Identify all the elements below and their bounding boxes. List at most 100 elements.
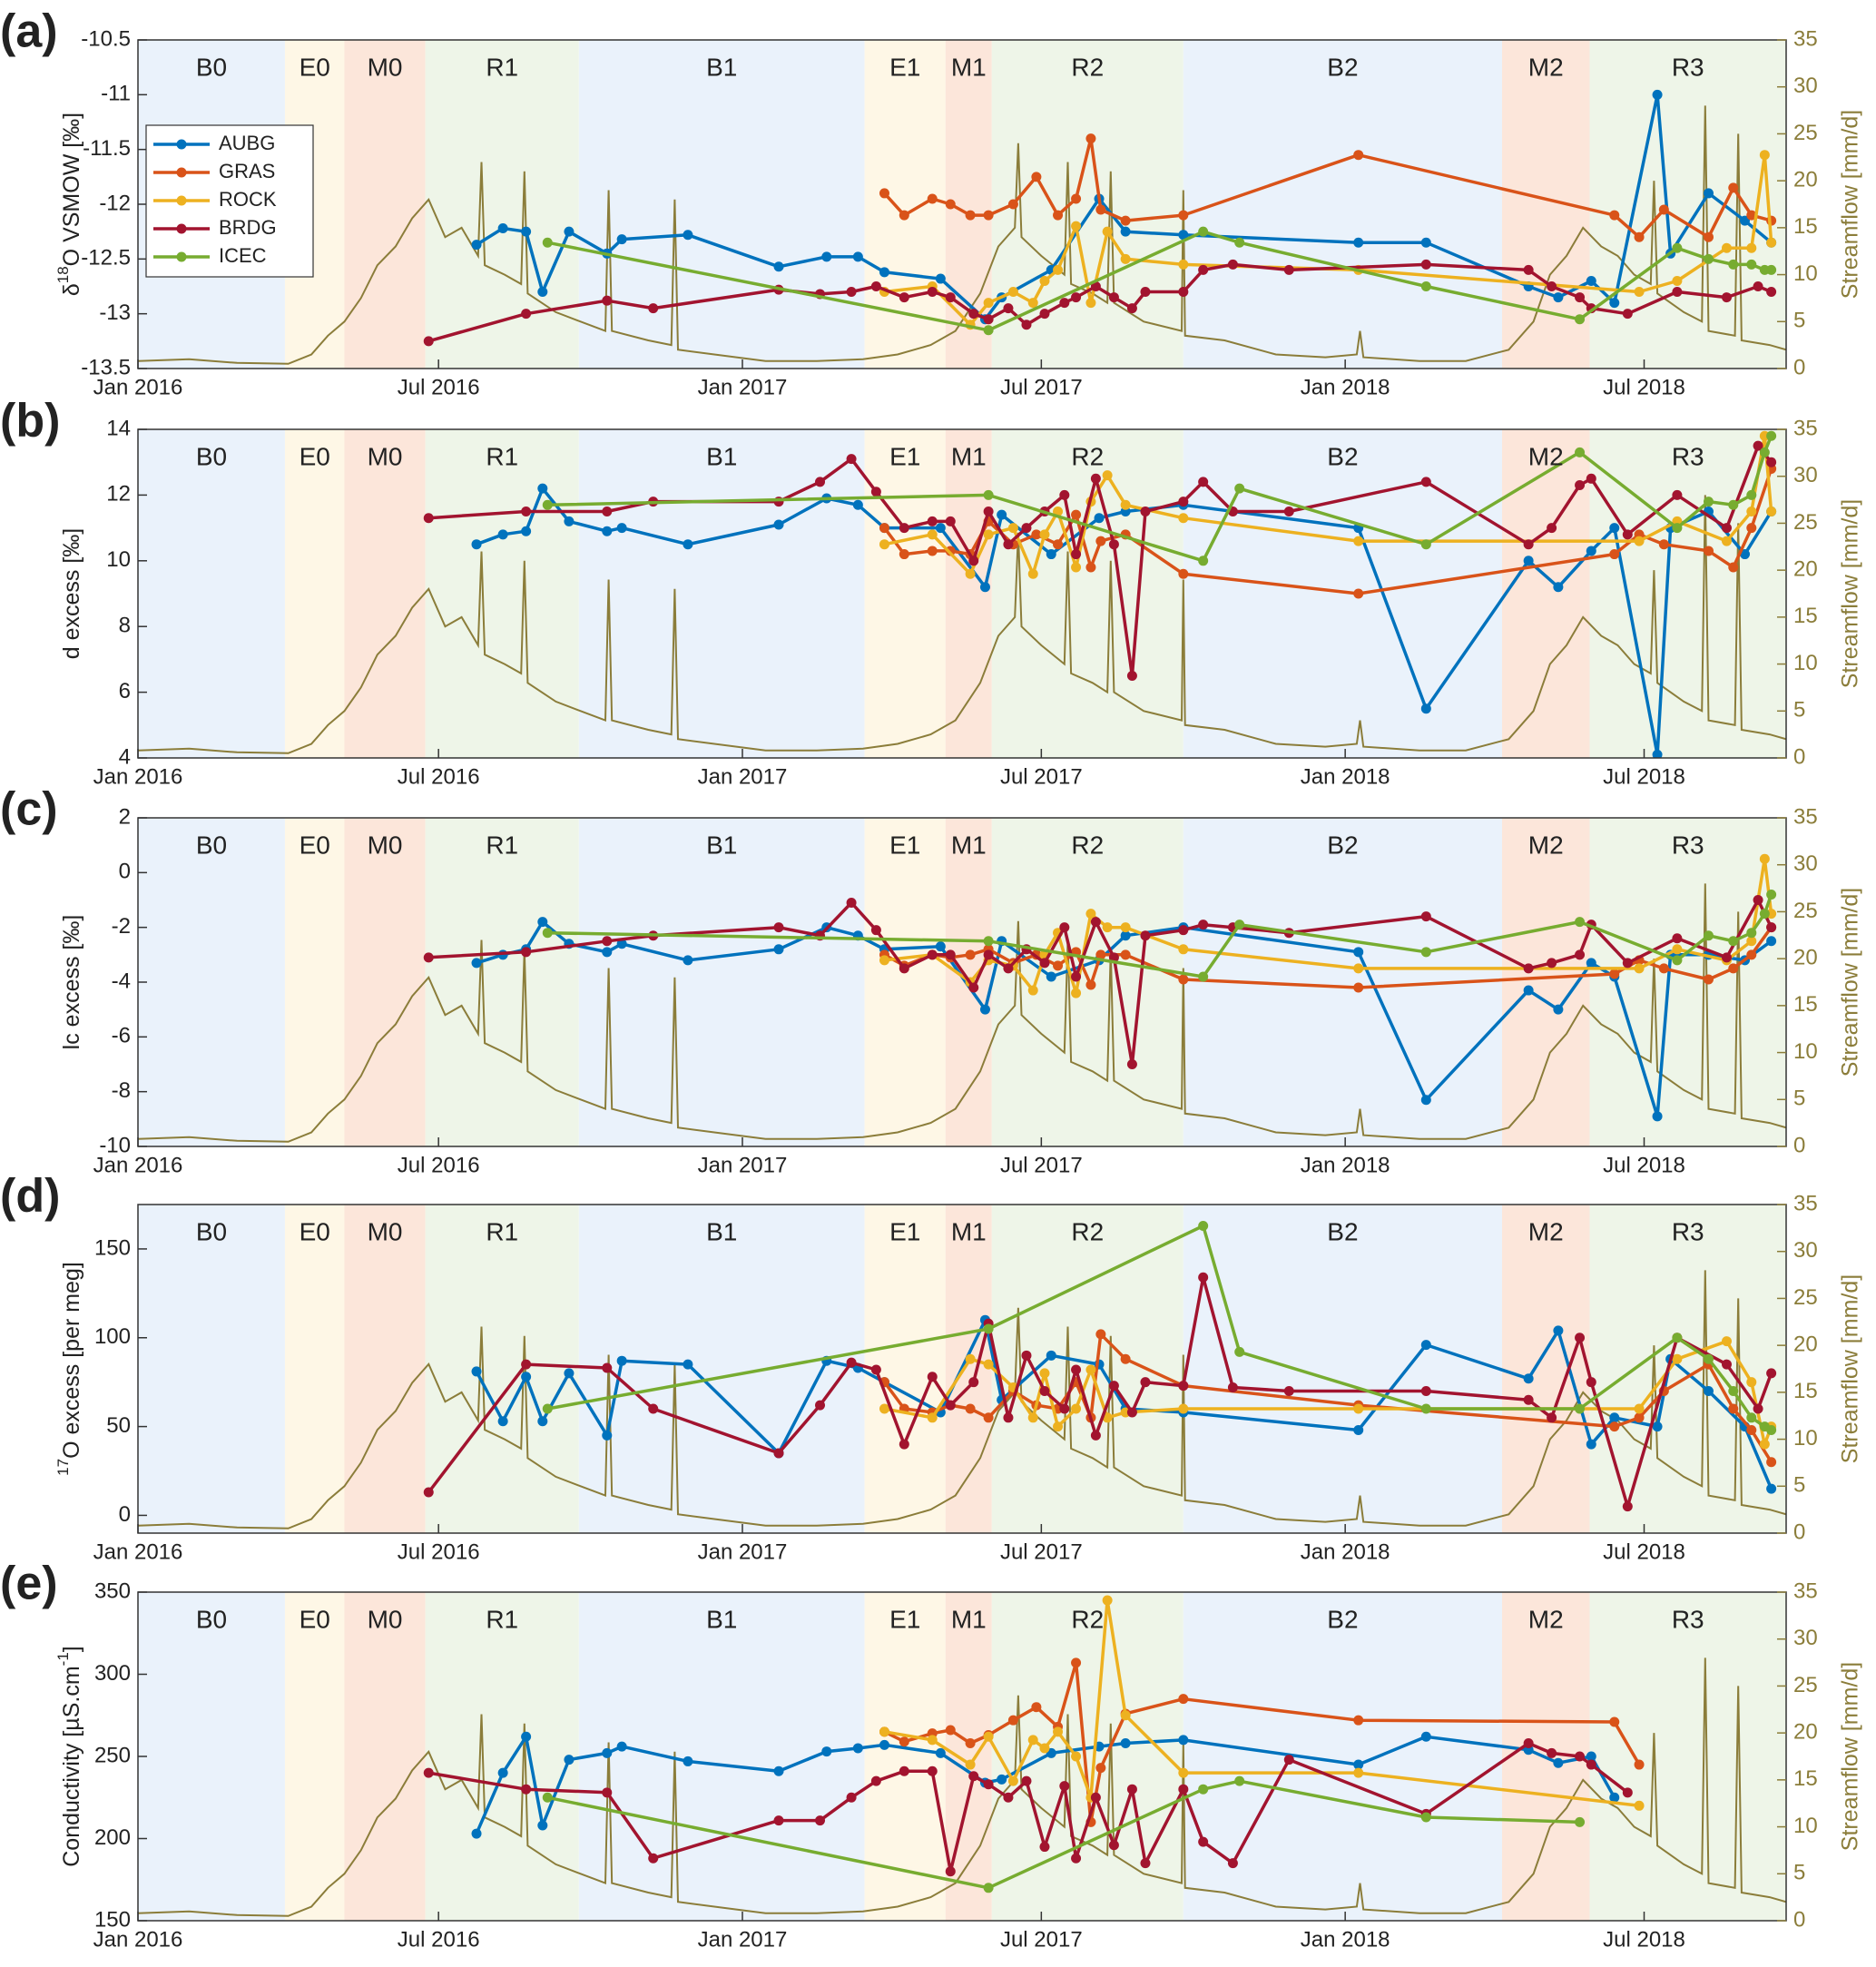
data-point: [1007, 523, 1018, 534]
data-point: [1140, 930, 1151, 941]
y2-tick-label: 10: [1793, 1814, 1818, 1838]
data-point: [1126, 671, 1137, 681]
data-point: [1420, 1095, 1431, 1106]
plot-area: [138, 818, 1786, 1146]
series-line: [428, 898, 1773, 1067]
data-point: [1609, 969, 1620, 979]
y-axis-label-part: -1: [54, 1652, 72, 1666]
data-point: [870, 1775, 881, 1786]
data-point: [968, 1771, 979, 1782]
data-point: [1721, 1359, 1732, 1370]
data-point: [1053, 264, 1064, 275]
panel: B0 E0 M0 R1 B1 E1 M1 R2 B2 M2 R3 -13.5 -13 -12.5 -12 -1…: [0, 5, 1863, 400]
data-point: [1766, 507, 1777, 516]
data-point: [1622, 309, 1633, 320]
data-point: [1766, 1457, 1777, 1468]
y2-tick-label: 5: [1793, 1087, 1805, 1111]
data-point: [1753, 895, 1763, 905]
data-point: [1021, 523, 1032, 534]
data-point: [471, 539, 482, 550]
y2-tick-label: 10: [1793, 651, 1818, 675]
data-point: [1234, 1346, 1245, 1357]
x-tick-label: Jul 2017: [1000, 375, 1083, 399]
season-label: B2: [1327, 442, 1358, 470]
data-point: [1746, 1377, 1757, 1388]
series-line: [475, 1318, 1773, 1490]
axes-box: [137, 1204, 1787, 1534]
season-label: B0: [196, 53, 227, 81]
data-point: [1728, 562, 1739, 573]
data-point: [423, 1767, 434, 1778]
x-tick-label: Jan 2018: [1301, 1927, 1390, 1952]
x-tick-label: Jul 2018: [1603, 1927, 1685, 1952]
data-point: [1198, 1784, 1209, 1795]
data-point: [521, 507, 532, 516]
x-tick-label: Jul 2016: [398, 375, 480, 399]
data-point: [1071, 193, 1082, 204]
data-point: [983, 1731, 994, 1742]
data-point: [1609, 298, 1620, 309]
y-axis-label: Conductivity [µS.cm-1]: [54, 1646, 84, 1867]
data-point: [1003, 1792, 1014, 1803]
y2-tick-label: 15: [1793, 992, 1818, 1017]
season-band: [425, 1592, 579, 1921]
streamflow-line: [138, 495, 1786, 754]
data-point: [1759, 447, 1770, 457]
data-point: [423, 513, 434, 524]
data-point: [1586, 1751, 1596, 1762]
data-point: [1523, 985, 1534, 996]
data-point: [1053, 1726, 1064, 1737]
data-point: [1027, 1735, 1038, 1746]
x-tick-label: Jul 2017: [1000, 1539, 1083, 1564]
season-band: [284, 1592, 345, 1921]
data-point: [983, 1359, 994, 1370]
season-band: [138, 1205, 285, 1533]
data-point: [852, 1743, 863, 1754]
y2-tick-label: 25: [1793, 1673, 1818, 1697]
data-point: [497, 223, 508, 234]
season-label: M1: [951, 442, 987, 470]
season-band: [138, 818, 285, 1146]
y-tick-label: 14: [106, 416, 131, 440]
data-point: [1672, 242, 1683, 253]
data-point: [1353, 947, 1364, 958]
data-point: [979, 582, 990, 593]
data-point: [879, 539, 889, 550]
data-point: [537, 1416, 548, 1427]
data-point: [1031, 1702, 1042, 1713]
data-point: [1746, 523, 1757, 534]
season-label: M0: [368, 53, 403, 81]
data-point: [602, 936, 613, 947]
data-point: [1547, 281, 1557, 291]
y-tick-label: 8: [119, 614, 131, 638]
x-tick-label: Jan 2017: [698, 375, 788, 399]
data-point: [1703, 231, 1714, 242]
data-point: [846, 898, 857, 909]
data-point: [1703, 497, 1714, 507]
y-tick-label: 4: [119, 744, 131, 769]
data-point: [602, 295, 613, 306]
data-point: [1353, 1767, 1364, 1778]
season-band: [945, 1205, 992, 1533]
season-label: R2: [1071, 831, 1104, 859]
data-point: [1746, 210, 1757, 221]
data-point: [1728, 1403, 1739, 1414]
data-point: [497, 1416, 508, 1427]
panel-label: (a): [0, 5, 58, 58]
data-point: [471, 240, 482, 251]
data-point: [1740, 549, 1751, 560]
data-point: [965, 1353, 976, 1364]
data-point: [1746, 928, 1757, 939]
legend-marker: [176, 195, 187, 206]
data-point: [773, 944, 784, 955]
x-tick-label: Jan 2017: [698, 1153, 788, 1177]
data-point: [1178, 1767, 1189, 1778]
y2-tick-label: 0: [1793, 1520, 1805, 1544]
data-point: [899, 210, 909, 221]
season-label: M2: [1528, 831, 1564, 859]
data-point: [1178, 1784, 1189, 1795]
data-point: [1766, 922, 1777, 933]
data-point: [1575, 480, 1586, 491]
data-point: [1178, 925, 1189, 936]
data-point: [983, 529, 994, 540]
